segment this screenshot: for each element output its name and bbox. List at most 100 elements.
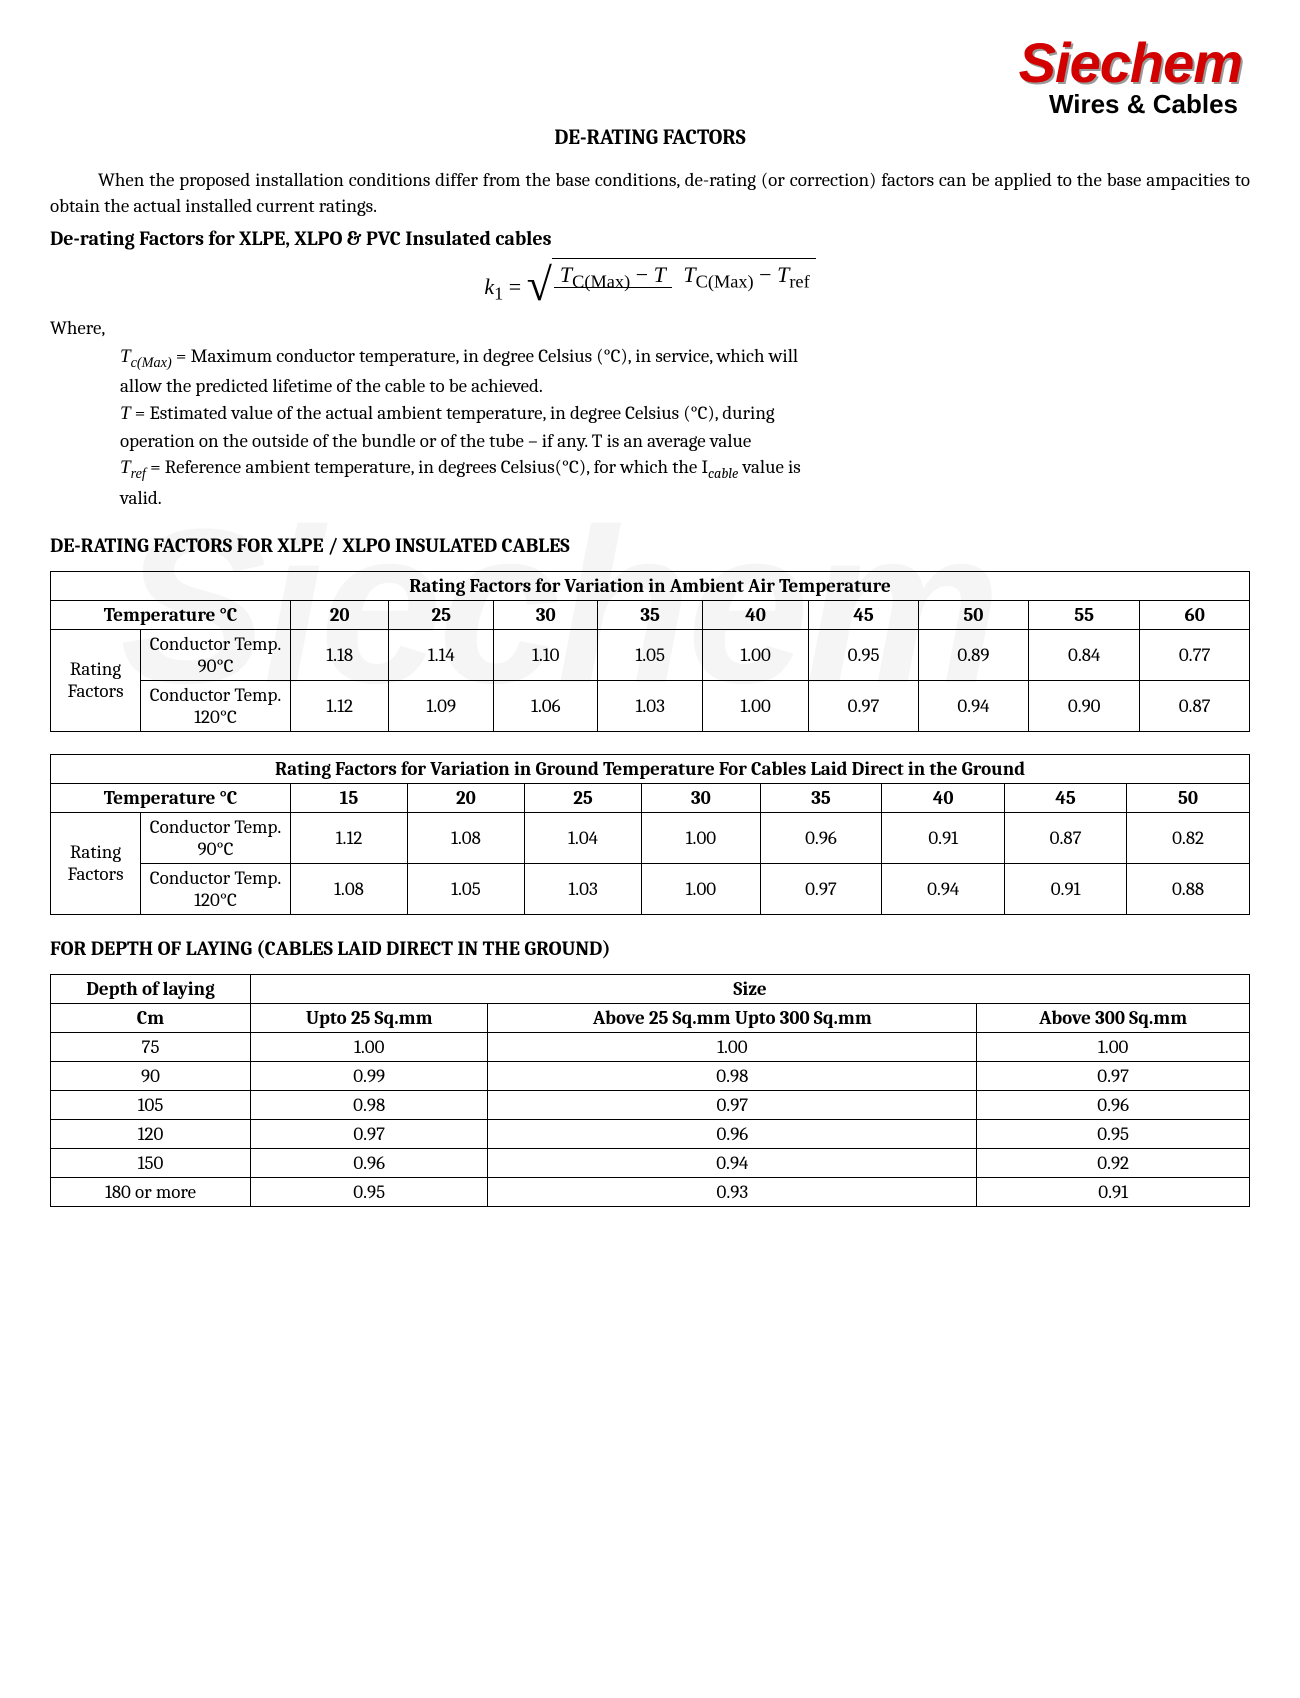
t2-temp-7: 50 [1127, 783, 1250, 812]
t1-temp-6: 50 [918, 600, 1028, 629]
t3-r2-0: 0.98 [251, 1090, 488, 1119]
t1-temp-1: 25 [389, 600, 494, 629]
t2-temp-6: 45 [1005, 783, 1127, 812]
t3-r0-1: 1.00 [488, 1032, 977, 1061]
table1-title: Rating Factors for Variation in Ambient … [51, 571, 1250, 600]
t1-r2-5: 0.97 [809, 680, 919, 731]
logo-area: Siechem Wires & Cables [50, 30, 1250, 120]
formula-k1: k1 = √ TC(Max) − T TC(Max) − Tref [50, 258, 1250, 304]
t1-r1-0: 1.18 [291, 629, 389, 680]
intro-paragraph: When the proposed installation condition… [50, 168, 1250, 219]
t2-r1-3: 1.00 [642, 812, 760, 863]
t1-r1-3: 1.05 [598, 629, 703, 680]
t2-r2-0: 1.08 [291, 863, 408, 914]
t3-depth-label-b: Cm [51, 1003, 251, 1032]
t2-r1-2: 1.04 [524, 812, 641, 863]
t3-r5-2: 0.91 [977, 1177, 1250, 1206]
t1-r1-6: 0.89 [918, 629, 1028, 680]
table-air-temp: Rating Factors for Variation in Ambient … [50, 571, 1250, 732]
t2-r1-5: 0.91 [882, 812, 1005, 863]
t1-r1-4: 1.00 [702, 629, 808, 680]
t2-temp-5: 40 [882, 783, 1005, 812]
t1-r1-8: 0.77 [1140, 629, 1250, 680]
table-depth-laying: Depth of laying Size Cm Upto 25 Sq.mm Ab… [50, 974, 1250, 1207]
t1-r1-7: 0.84 [1029, 629, 1140, 680]
t3-r1-0: 0.99 [251, 1061, 488, 1090]
page-title: DE-RATING FACTORS [50, 126, 1250, 150]
t2-rf-label: Rating Factors [51, 812, 141, 914]
table-row: 150 0.96 0.94 0.92 [51, 1148, 1250, 1177]
def-t-cont: operation on the outside of the bundle o… [120, 428, 1250, 455]
t2-row1-label: Conductor Temp. 90°C [141, 812, 291, 863]
t2-r2-5: 0.94 [882, 863, 1005, 914]
t3-r3-2: 0.95 [977, 1119, 1250, 1148]
t3-r3-d: 120 [51, 1119, 251, 1148]
t1-r1-5: 0.95 [809, 629, 919, 680]
t2-temp-4: 35 [760, 783, 882, 812]
def-tref-cont: valid. [120, 485, 1250, 512]
table1-temp-label: Temperature °C [51, 600, 291, 629]
t2-r2-2: 1.03 [524, 863, 641, 914]
table-ground-temp: Rating Factors for Variation in Ground T… [50, 754, 1250, 915]
t1-temp-7: 55 [1029, 600, 1140, 629]
t2-r2-3: 1.00 [642, 863, 760, 914]
t1-temp-8: 60 [1140, 600, 1250, 629]
t3-r4-0: 0.96 [251, 1148, 488, 1177]
subheading-1: De-rating Factors for XLPE, XLPO & PVC I… [50, 227, 1250, 250]
t3-r0-0: 1.00 [251, 1032, 488, 1061]
t3-r5-1: 0.93 [488, 1177, 977, 1206]
t3-depth-label-a: Depth of laying [51, 974, 251, 1003]
table-row: 90 0.99 0.98 0.97 [51, 1061, 1250, 1090]
table-row: 120 0.97 0.96 0.95 [51, 1119, 1250, 1148]
t1-r2-3: 1.03 [598, 680, 703, 731]
t2-r1-6: 0.87 [1005, 812, 1127, 863]
t2-row2-label: Conductor Temp. 120°C [141, 863, 291, 914]
t3-col-1: Above 25 Sq.mm Upto 300 Sq.mm [488, 1003, 977, 1032]
t3-r0-2: 1.00 [977, 1032, 1250, 1061]
t2-r1-0: 1.12 [291, 812, 408, 863]
where-label: Where, [50, 317, 1250, 339]
t1-r2-4: 1.00 [702, 680, 808, 731]
t2-r2-7: 0.88 [1127, 863, 1250, 914]
t3-col-2: Above 300 Sq.mm [977, 1003, 1250, 1032]
t1-r2-7: 0.90 [1029, 680, 1140, 731]
t3-size-label: Size [251, 974, 1250, 1003]
t3-r3-0: 0.97 [251, 1119, 488, 1148]
t2-r2-4: 0.97 [760, 863, 882, 914]
t1-temp-0: 20 [291, 600, 389, 629]
t3-r3-1: 0.96 [488, 1119, 977, 1148]
def-tcmax-cont: allow the predicted lifetime of the cabl… [120, 373, 1250, 400]
t3-r0-d: 75 [51, 1032, 251, 1061]
t1-temp-5: 45 [809, 600, 919, 629]
t1-r1-2: 1.10 [494, 629, 598, 680]
t1-r2-1: 1.09 [389, 680, 494, 731]
t2-r2-6: 0.91 [1005, 863, 1127, 914]
table-row: 105 0.98 0.97 0.96 [51, 1090, 1250, 1119]
t3-r2-1: 0.97 [488, 1090, 977, 1119]
t1-rf-label: Rating Factors [51, 629, 141, 731]
t2-r1-7: 0.82 [1127, 812, 1250, 863]
t2-r1-1: 1.08 [407, 812, 524, 863]
t1-r1-1: 1.14 [389, 629, 494, 680]
t1-temp-3: 35 [598, 600, 703, 629]
t1-row2-label: Conductor Temp. 120°C [141, 680, 291, 731]
t1-temp-2: 30 [494, 600, 598, 629]
t3-r5-0: 0.95 [251, 1177, 488, 1206]
t1-r2-6: 0.94 [918, 680, 1028, 731]
t2-r2-1: 1.05 [407, 863, 524, 914]
section-title-1: DE-RATING FACTORS FOR XLPE / XLPO INSULA… [50, 534, 1250, 557]
t3-r2-2: 0.96 [977, 1090, 1250, 1119]
brand-name: Siechem [50, 30, 1242, 95]
t1-row1-label: Conductor Temp. 90°C [141, 629, 291, 680]
t1-r2-0: 1.12 [291, 680, 389, 731]
table-row: 75 1.00 1.00 1.00 [51, 1032, 1250, 1061]
t3-r1-2: 0.97 [977, 1061, 1250, 1090]
t2-r1-4: 0.96 [760, 812, 882, 863]
t3-col-0: Upto 25 Sq.mm [251, 1003, 488, 1032]
t3-r2-d: 105 [51, 1090, 251, 1119]
t2-temp-1: 20 [407, 783, 524, 812]
t3-r5-d: 180 or more [51, 1177, 251, 1206]
t2-temp-0: 15 [291, 783, 408, 812]
t1-temp-4: 40 [702, 600, 808, 629]
t2-temp-2: 25 [524, 783, 641, 812]
